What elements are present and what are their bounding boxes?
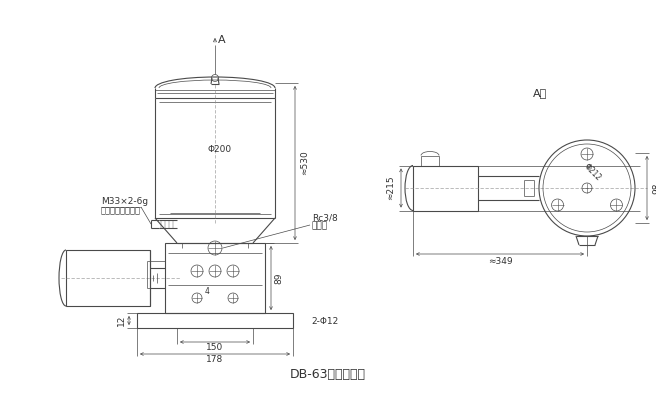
- Bar: [165, 243, 265, 313]
- Text: 178: 178: [207, 355, 224, 364]
- Text: Rc3/8: Rc3/8: [312, 214, 338, 222]
- Bar: [421, 156, 439, 166]
- Text: Φ212: Φ212: [583, 162, 604, 182]
- Bar: [413, 166, 478, 210]
- Text: 98: 98: [653, 182, 656, 194]
- Bar: [66, 250, 150, 306]
- Text: A: A: [218, 35, 226, 45]
- Text: 12: 12: [117, 315, 125, 326]
- Text: Φ200: Φ200: [208, 145, 232, 154]
- Text: ≈215: ≈215: [386, 176, 396, 200]
- Text: DB-63单线干油泵: DB-63单线干油泵: [290, 368, 366, 382]
- Text: 4: 4: [205, 287, 209, 295]
- Bar: [137, 313, 293, 328]
- Text: 加油口（外螺纹）: 加油口（外螺纹）: [101, 206, 141, 216]
- Text: ≈349: ≈349: [487, 256, 512, 266]
- Text: 89: 89: [274, 272, 283, 284]
- Text: M33×2-6g: M33×2-6g: [101, 197, 148, 206]
- Text: ≈530: ≈530: [300, 151, 310, 175]
- Text: A向: A向: [533, 88, 547, 98]
- Text: 2-Φ12: 2-Φ12: [311, 316, 338, 326]
- Text: 出油口: 出油口: [312, 222, 328, 231]
- Text: 150: 150: [207, 343, 224, 353]
